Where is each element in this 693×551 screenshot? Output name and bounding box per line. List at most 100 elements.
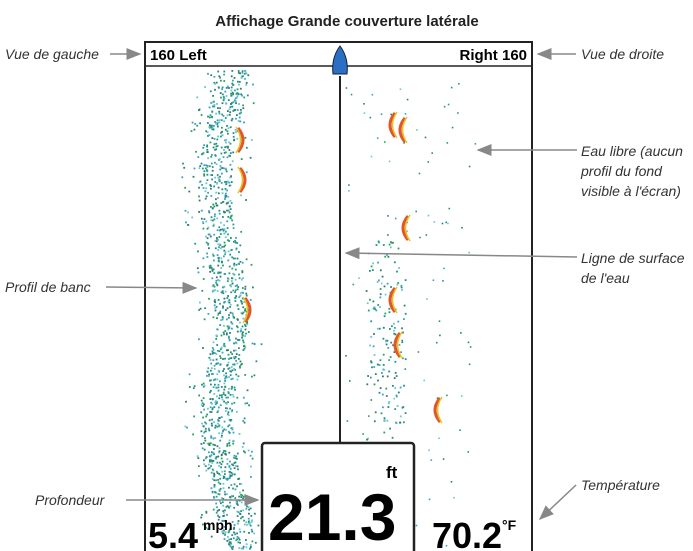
- sonar-dot: [232, 92, 234, 94]
- sonar-dot: [244, 345, 246, 347]
- sonar-dot: [220, 348, 222, 350]
- sonar-dot: [214, 181, 216, 183]
- sonar-dot: [239, 113, 241, 115]
- sonar-dot: [210, 465, 212, 467]
- sonar-dot: [203, 144, 205, 146]
- sonar-dot: [201, 404, 203, 406]
- sonar-dot: [196, 125, 198, 127]
- sonar-dot: [213, 349, 215, 351]
- sonar-dot: [216, 344, 218, 346]
- sonar-dot: [214, 352, 216, 354]
- sonar-dot: [219, 440, 221, 442]
- sonar-dot: [384, 315, 386, 317]
- sonar-dot: [215, 143, 217, 145]
- sonar-dot: [210, 437, 212, 439]
- sonar-dot: [374, 307, 376, 309]
- sonar-dot: [209, 107, 211, 109]
- sonar-dot: [225, 196, 227, 198]
- sonar-dot: [216, 373, 218, 375]
- sonar-dot: [206, 151, 208, 153]
- sonar-dot: [225, 129, 227, 131]
- sonar-dot: [213, 453, 215, 455]
- sonar-dot: [225, 429, 227, 431]
- sonar-dot: [213, 393, 215, 395]
- sonar-dot: [229, 502, 231, 504]
- sonar-dot: [211, 462, 213, 464]
- sonar-dot: [220, 363, 222, 365]
- sonar-dot: [213, 234, 215, 236]
- sonar-dot: [253, 533, 255, 535]
- sonar-dot: [210, 206, 212, 208]
- sonar-dot: [236, 397, 238, 399]
- sonar-dot: [388, 371, 390, 373]
- sonar-dot: [209, 357, 211, 359]
- sonar-dot: [392, 437, 394, 439]
- sonar-dot: [228, 392, 230, 394]
- sonar-dot: [214, 104, 216, 106]
- sonar-dot: [242, 548, 244, 550]
- sonar-dot: [229, 424, 231, 426]
- sonar-dot: [407, 231, 409, 233]
- sonar-dot: [242, 271, 244, 273]
- sonar-dot: [439, 335, 441, 337]
- sonar-dot: [451, 87, 453, 89]
- sonar-dot: [221, 127, 223, 129]
- sonar-dot: [214, 301, 216, 303]
- sonar-dot: [225, 376, 227, 378]
- sonar-dot: [220, 202, 222, 204]
- sonar-dot: [426, 298, 428, 300]
- sonar-dot: [220, 502, 222, 504]
- sonar-dot: [373, 345, 375, 347]
- sonar-dot: [213, 260, 215, 262]
- sonar-dot: [378, 241, 380, 243]
- sonar-dot: [213, 290, 215, 292]
- sonar-dot: [241, 95, 243, 97]
- sonar-dot: [229, 332, 231, 334]
- sonar-dot: [229, 149, 231, 151]
- sonar-dot: [231, 249, 233, 251]
- sonar-dot: [218, 246, 220, 248]
- sonar-dot: [212, 373, 214, 375]
- sonar-dot: [244, 78, 246, 80]
- sonar-dot: [215, 403, 217, 405]
- sonar-dot: [218, 192, 220, 194]
- sonar-dot: [228, 452, 230, 454]
- sonar-dot: [193, 387, 195, 389]
- sonar-dot: [237, 453, 239, 455]
- sonar-dot: [248, 404, 250, 406]
- sonar-dot: [226, 95, 228, 97]
- sonar-dot: [243, 443, 245, 445]
- sonar-dot: [219, 158, 221, 160]
- sonar-dot: [235, 338, 237, 340]
- sonar-dot: [221, 153, 223, 155]
- sonar-dot: [239, 366, 241, 368]
- sonar-dot: [235, 300, 237, 302]
- sonar-dot: [222, 452, 224, 454]
- sonar-dot: [239, 81, 241, 83]
- sonar-dot: [384, 256, 386, 258]
- sonar-dot: [210, 188, 212, 190]
- sonar-dot: [223, 149, 225, 151]
- sonar-dot: [229, 114, 231, 116]
- sonar-dot: [203, 432, 205, 434]
- sonar-dot: [210, 384, 212, 386]
- sonar-dot: [469, 364, 471, 366]
- sonar-dot: [230, 286, 232, 288]
- sonar-dot: [389, 428, 391, 430]
- sonar-dot: [362, 433, 364, 435]
- sonar-dot: [205, 416, 207, 418]
- sonar-dot: [375, 411, 377, 413]
- sonar-dot: [236, 533, 238, 535]
- sonar-dot: [216, 103, 218, 105]
- sonar-dot: [395, 218, 397, 220]
- sonar-dot: [212, 285, 214, 287]
- sonar-dot: [228, 210, 230, 212]
- sonar-dot: [215, 457, 217, 459]
- sonar-dot: [240, 483, 242, 485]
- sonar-dot: [425, 137, 427, 139]
- sonar-dot: [241, 158, 243, 160]
- sonar-dot: [222, 501, 224, 503]
- sonar-dot: [229, 302, 231, 304]
- sonar-dot: [206, 146, 208, 148]
- sonar-dot: [220, 166, 222, 168]
